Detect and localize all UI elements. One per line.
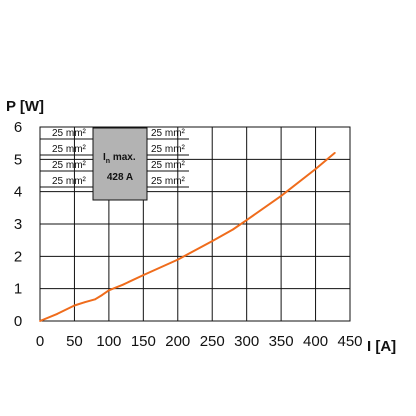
series-point bbox=[176, 258, 179, 261]
plot-frame bbox=[39, 126, 351, 322]
left-wire-label: 25 mm² bbox=[52, 144, 87, 155]
y-tick-label: 3 bbox=[14, 216, 22, 233]
series-point bbox=[73, 304, 76, 307]
series-point bbox=[231, 228, 234, 231]
series-layer bbox=[39, 151, 336, 322]
series-point bbox=[142, 274, 145, 276]
series-point bbox=[39, 320, 41, 322]
series-line bbox=[39, 152, 336, 322]
y-tick-label: 5 bbox=[14, 151, 22, 168]
series-point bbox=[107, 289, 110, 292]
x-tick-labels: 0 50 100 150 200 250 300 350 400 450 bbox=[36, 333, 363, 350]
series-point bbox=[56, 312, 59, 315]
y-tick-label: 1 bbox=[14, 281, 22, 298]
right-wire-label: 25 mm² bbox=[151, 128, 186, 139]
grid-lines bbox=[40, 127, 350, 321]
series-point bbox=[94, 298, 97, 301]
y-tick-label: 6 bbox=[14, 119, 22, 136]
right-wire-label: 25 mm² bbox=[151, 160, 186, 171]
y-tick-label: 4 bbox=[14, 184, 22, 201]
series-point bbox=[101, 294, 103, 297]
left-wire-label: 25 mm² bbox=[52, 128, 87, 139]
y-tick-label: 0 bbox=[14, 313, 22, 330]
x-tick-label: 0 bbox=[36, 333, 44, 350]
series-point bbox=[121, 283, 124, 286]
x-tick-label: 400 bbox=[303, 333, 328, 350]
series-point bbox=[245, 219, 248, 222]
terminal-inset: 25 mm² 25 mm² 25 mm² 25 mm² 25 mm² 25 mm² 25 m… bbox=[40, 127, 189, 201]
y-axis-title: P [W] bbox=[6, 98, 44, 115]
x-tick-label: 100 bbox=[96, 333, 121, 350]
x-tick-label: 50 bbox=[66, 333, 83, 350]
right-wire-label: 25 mm² bbox=[151, 144, 186, 155]
series-point bbox=[333, 151, 336, 154]
x-tick-label: 150 bbox=[131, 333, 156, 350]
rated-current-label: In max. bbox=[103, 152, 136, 165]
y-tick-label: 2 bbox=[14, 248, 22, 265]
right-wire-label: 25 mm² bbox=[151, 176, 186, 187]
series-point bbox=[314, 168, 317, 170]
terminal-block bbox=[92, 127, 148, 201]
series-point bbox=[211, 240, 214, 243]
x-tick-label: 450 bbox=[337, 333, 362, 350]
rated-current-value: 428 A bbox=[107, 172, 133, 183]
series-point bbox=[280, 194, 283, 197]
left-wire-label: 25 mm² bbox=[52, 160, 87, 171]
x-tick-label: 200 bbox=[165, 333, 190, 350]
x-tick-label: 350 bbox=[269, 333, 294, 350]
x-tick-label: 300 bbox=[234, 333, 259, 350]
x-axis-title: I [A] bbox=[367, 338, 396, 355]
x-tick-label: 250 bbox=[200, 333, 225, 350]
series-point bbox=[83, 301, 86, 304]
y-tick-labels: 0 1 2 3 4 5 6 bbox=[14, 119, 22, 330]
left-wire-label: 25 mm² bbox=[52, 176, 87, 187]
